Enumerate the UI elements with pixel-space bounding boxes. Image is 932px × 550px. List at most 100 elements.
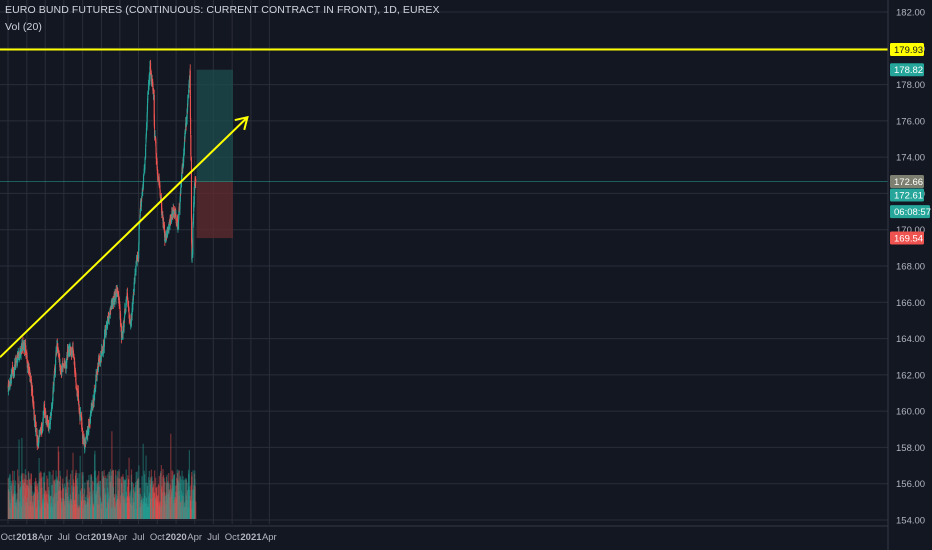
- candle-body: [148, 77, 150, 83]
- candle-body: [114, 295, 116, 296]
- volume-bar: [31, 501, 34, 519]
- volume-bar: [33, 494, 35, 519]
- volume-bar: [56, 476, 58, 519]
- volume-bar: [91, 493, 93, 519]
- candle-body: [37, 439, 39, 442]
- volume-bar: [142, 505, 144, 519]
- volume-bar: [65, 492, 67, 519]
- volume-bar: [100, 498, 102, 519]
- candle-body: [52, 401, 54, 406]
- candle-body: [19, 352, 21, 357]
- volume-bar: [139, 507, 141, 519]
- candle-body: [157, 175, 159, 180]
- volume-bar: [120, 476, 122, 519]
- volume-bar: [32, 495, 34, 519]
- candle-body: [32, 400, 34, 408]
- candle-body: [74, 369, 77, 372]
- candle-body: [161, 214, 163, 217]
- candle-body: [27, 363, 29, 369]
- volume-bar: [72, 487, 74, 519]
- candle-body: [156, 170, 159, 172]
- volume-bar: [110, 471, 113, 519]
- candle-body: [149, 62, 152, 70]
- volume-bar: [178, 495, 180, 519]
- volume-bar: [9, 473, 11, 519]
- candle-body: [164, 238, 166, 242]
- volume-bar: [94, 470, 97, 519]
- volume-bar: [7, 478, 9, 519]
- candle-body: [31, 388, 34, 397]
- volume-bar: [64, 483, 66, 519]
- volume-bar: [101, 502, 103, 519]
- volume-bar: [21, 472, 24, 519]
- volume-bar: [106, 487, 109, 519]
- candle-body: [193, 187, 195, 204]
- profit-zone[interactable]: [196, 69, 233, 182]
- candle-body: [147, 96, 149, 98]
- candle-body: [154, 135, 156, 136]
- candle-body: [72, 354, 74, 356]
- volume-bar: [66, 469, 68, 519]
- annotations[interactable]: [0, 48, 888, 358]
- volume-bar: [102, 479, 104, 519]
- volume-bar: [155, 487, 158, 519]
- volume-bar: [166, 499, 168, 519]
- volume-bar: [20, 506, 23, 519]
- candle-body: [8, 386, 10, 388]
- candle-body: [53, 376, 55, 386]
- volume-bar: [141, 476, 143, 519]
- x-tick-label: Jul: [58, 532, 70, 543]
- trend-line[interactable]: [0, 116, 249, 358]
- volume-bar: [186, 500, 188, 519]
- volume-bar: [81, 501, 83, 519]
- volume-bar: [42, 500, 44, 519]
- volume-bar: [180, 506, 182, 519]
- volume-bar: [13, 495, 15, 519]
- volume-bar: [11, 483, 13, 519]
- volume-bar: [132, 483, 135, 519]
- candle-body: [138, 223, 140, 229]
- volume-bar: [66, 475, 68, 519]
- volume-bar: [65, 488, 67, 519]
- volume-bar: [143, 492, 146, 519]
- candle-body: [131, 308, 133, 316]
- volume-bar: [172, 471, 174, 519]
- volume-bar: [45, 494, 47, 519]
- volume-bar: [26, 485, 28, 519]
- y-tick-label: 156.00: [896, 479, 925, 490]
- volume-bar: [99, 480, 101, 519]
- volume-bar: [139, 507, 141, 519]
- volume-bar: [105, 477, 107, 519]
- volume-bar: [88, 498, 90, 519]
- candle-body: [189, 70, 191, 96]
- volume-bar: [116, 495, 118, 519]
- volume-bar: [165, 504, 167, 519]
- volume-bar: [173, 474, 175, 519]
- volume-bar: [182, 496, 184, 519]
- candle-body: [28, 366, 30, 371]
- volume-bar: [79, 455, 81, 519]
- volume-bar: [167, 481, 169, 519]
- volume-bar: [90, 474, 93, 519]
- volume-bar: [153, 492, 156, 519]
- volume-bar: [190, 500, 192, 519]
- volume-bar: [96, 504, 99, 519]
- volume-bar: [109, 475, 111, 519]
- volume-bar: [145, 497, 148, 519]
- candle-body: [48, 426, 50, 428]
- volume-bar: [184, 479, 186, 519]
- volume-bar: [27, 471, 30, 519]
- volume-bar: [103, 477, 105, 519]
- volume-bar: [176, 469, 178, 519]
- loss-zone[interactable]: [196, 181, 233, 239]
- volume-bar: [104, 499, 106, 519]
- volume-bar: [144, 503, 146, 519]
- candle-body: [150, 69, 152, 75]
- volume-bar: [148, 496, 150, 519]
- volume-bar: [67, 500, 70, 519]
- candle-body: [102, 343, 105, 346]
- volume-bar: [182, 492, 184, 519]
- volume-indicator-label[interactable]: Vol (20): [5, 21, 42, 33]
